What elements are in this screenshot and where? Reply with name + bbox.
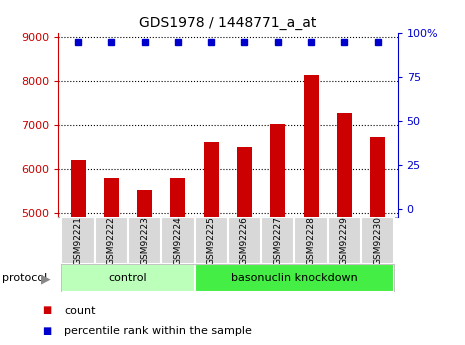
Bar [137,190,152,217]
Bar [328,217,361,264]
Bar [71,160,86,217]
Text: GSM92228: GSM92228 [306,216,316,265]
Text: percentile rank within the sample: percentile rank within the sample [64,326,252,336]
Text: protocol: protocol [2,274,47,283]
Bar [304,75,319,217]
Bar [61,264,194,292]
Text: ■: ■ [42,306,51,315]
Bar [361,217,394,264]
Bar [61,217,95,264]
Bar [95,217,128,264]
Bar [228,217,261,264]
Bar [270,124,285,217]
Text: ▶: ▶ [41,272,51,285]
Text: GSM92230: GSM92230 [373,216,382,265]
Text: GSM92225: GSM92225 [207,216,216,265]
Text: GSM92229: GSM92229 [340,216,349,265]
Bar [128,217,161,264]
Bar [261,217,294,264]
Text: GSM92222: GSM92222 [107,216,116,265]
Bar [104,178,119,217]
Bar [337,113,352,217]
Title: GDS1978 / 1448771_a_at: GDS1978 / 1448771_a_at [139,16,317,30]
Bar [171,178,186,217]
Text: GSM92226: GSM92226 [240,216,249,265]
Text: count: count [64,306,96,315]
Bar [294,217,328,264]
Bar [194,264,394,292]
Bar [194,217,228,264]
Text: GSM92227: GSM92227 [273,216,282,265]
Text: GSM92224: GSM92224 [173,216,182,265]
Bar [161,217,194,264]
Text: basonuclin knockdown: basonuclin knockdown [231,273,358,283]
Text: GSM92223: GSM92223 [140,216,149,265]
Text: GSM92221: GSM92221 [73,216,83,265]
Bar [370,137,385,217]
Bar [204,142,219,217]
Text: ■: ■ [42,326,51,336]
Text: control: control [109,273,147,283]
Bar [237,147,252,217]
